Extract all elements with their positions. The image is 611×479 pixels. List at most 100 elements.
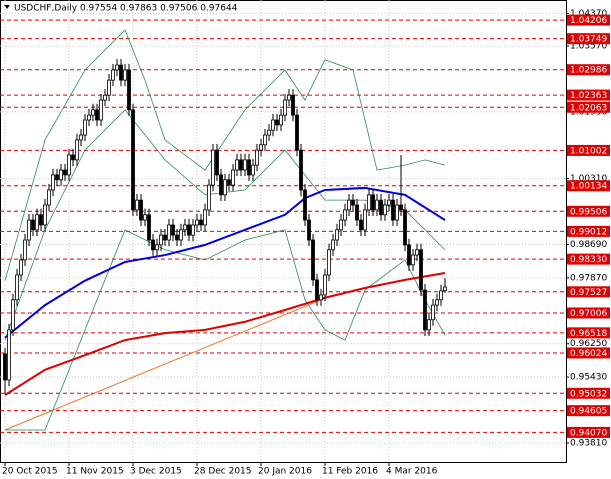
candle-body [271,119,275,131]
candle-body [215,149,219,176]
candle-body [187,224,191,236]
candle-body [67,154,71,176]
candle-body [39,214,43,226]
x-tick-label: 20 Oct 2015 [2,467,58,477]
level-label: 0.96024 [570,349,607,359]
candle-body [255,149,259,166]
candle-body [179,229,183,241]
level-label: 0.94070 [570,428,607,438]
candle-body [47,189,51,206]
x-tick-label: 11 Feb 2016 [322,467,378,477]
candle-body [175,234,179,241]
candle-body [163,234,167,241]
indicator-line [5,229,446,431]
level-label-box [567,64,610,76]
candle-body [11,299,15,331]
candle-body [443,286,447,292]
candle-body [291,94,295,116]
candle-body [287,94,291,101]
level-label: 1.01002 [570,146,607,156]
candle-body [339,219,343,231]
level-label-box [567,307,610,319]
level-label: 1.02363 [570,91,607,101]
candle-body [23,239,27,261]
candle-body [307,219,311,241]
candle-body [279,114,283,126]
candle-body [131,109,135,211]
indicator-line [4,186,446,339]
candle-body [227,179,231,186]
candle-body [391,199,395,221]
candle-body [75,139,79,161]
candle-body [387,199,391,206]
candle-body [259,144,263,151]
level-label: 1.02063 [570,103,607,113]
candle-body [43,204,47,226]
candle-body [343,209,347,221]
candle-body [95,109,99,121]
candle-body [27,219,31,241]
candle-body [55,174,59,181]
x-tick-label: 20 Jan 2016 [258,467,312,477]
candle-body [315,279,319,301]
candle-body [191,224,195,236]
candle-body [183,224,187,231]
candle-body [35,214,39,231]
level-label-box [567,180,610,192]
candle-body [331,239,335,251]
candle-body [299,149,303,191]
candle-body [195,219,199,226]
candle-body [151,239,155,251]
y-tick-label: 1.04370 [570,9,607,19]
level-label: 1.02986 [570,66,607,76]
chart-title: USDCHF,Daily 0.97554 0.97863 0.97506 0.9… [14,4,238,14]
candle-body [303,189,307,221]
candle-body [19,259,23,276]
level-label-box [567,327,610,339]
y-tick-label: 0.98690 [570,240,607,250]
candle-body [223,179,227,196]
candle-body [247,159,251,176]
y-tick-label: 0.96250 [570,339,607,349]
candle-body [399,204,403,211]
candle-body [355,204,359,221]
candle-body [395,204,399,221]
candle-body [231,169,235,186]
candle-body [311,239,315,281]
y-tick-label: 0.95430 [570,373,607,383]
candle-body [267,129,271,136]
candle-body [207,184,211,211]
candle-body [371,194,375,211]
candle-body [423,289,427,331]
candle-body [263,134,267,146]
candle-body [111,69,115,81]
candle-body [211,149,215,186]
candle-body [327,249,331,276]
candle-body [199,219,203,226]
candle-body [419,249,423,291]
candle-body [167,224,171,241]
candle-body [367,194,371,211]
candle-body [107,79,111,96]
candle-body [159,234,163,246]
candle-body [275,119,279,126]
candle-body [415,249,419,256]
candle-body [83,119,87,136]
level-label-box [567,33,610,45]
x-tick-label: 3 Dec 2015 [130,467,182,477]
candle-body [219,174,223,196]
level-label: 0.99506 [570,207,607,217]
candle-body [87,114,91,121]
candle-body [171,224,175,236]
candle-body [103,94,107,101]
candle-body [411,254,415,266]
candle-body [319,294,323,301]
candle-body [347,199,351,211]
candle-body [351,199,355,206]
level-label-box [567,14,610,26]
level-label-box [567,426,610,438]
candle-body [203,209,207,226]
level-label: 0.98330 [570,255,607,265]
candle-body [143,214,147,221]
